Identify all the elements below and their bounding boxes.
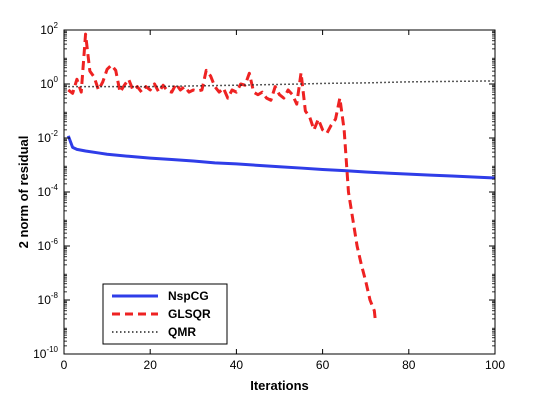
x-axis-label: Iterations (250, 378, 309, 393)
y-tick-label: 10-10 (33, 345, 58, 361)
y-tick-label: 10-2 (38, 129, 59, 145)
legend-label-qmr: QMR (168, 325, 196, 339)
y-tick-label: 10-6 (38, 237, 59, 253)
y-tick-label: 10-4 (38, 183, 59, 199)
y-tick-label: 102 (40, 21, 58, 37)
x-tick-label: 20 (144, 358, 158, 372)
x-tick-label: 80 (402, 358, 416, 372)
series-line-nspcg (66, 135, 495, 180)
x-tick-label: 60 (316, 358, 330, 372)
y-tick-label: 100 (40, 75, 58, 91)
y-axis-label: 2 norm of residual (16, 136, 31, 249)
legend-label-glsqr: GLSQR (168, 307, 211, 321)
legend-box (102, 283, 228, 345)
series-line-qmr (68, 80, 495, 88)
legend: NspCG GLSQR QMR (102, 283, 228, 345)
x-tick-label: 40 (230, 358, 244, 372)
legend-label-nspcg: NspCG (168, 289, 209, 303)
x-tick-label: 0 (61, 358, 68, 372)
y-tick-label: 10-8 (38, 291, 59, 307)
x-tick-label: 100 (485, 358, 505, 372)
